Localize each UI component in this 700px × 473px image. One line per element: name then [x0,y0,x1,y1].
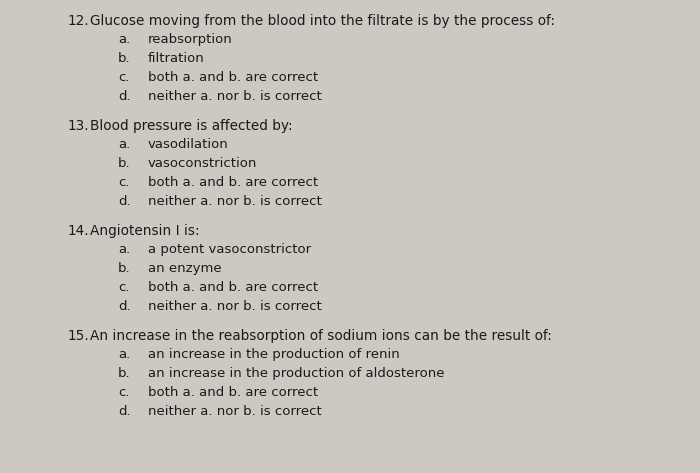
Text: d.: d. [118,300,131,313]
Text: a.: a. [118,33,130,46]
Text: 13.: 13. [68,119,90,133]
Text: Angiotensin I is:: Angiotensin I is: [90,224,199,238]
Text: filtration: filtration [148,52,204,65]
Text: Blood pressure is affected by:: Blood pressure is affected by: [90,119,293,133]
Text: neither a. nor b. is correct: neither a. nor b. is correct [148,195,322,208]
Text: a.: a. [118,138,130,151]
Text: An increase in the reabsorption of sodium ions can be the result of:: An increase in the reabsorption of sodiu… [90,329,552,343]
Text: Glucose moving from the blood into the filtrate is by the process of:: Glucose moving from the blood into the f… [90,14,555,28]
Text: both a. and b. are correct: both a. and b. are correct [148,71,318,84]
Text: reabsorption: reabsorption [148,33,232,46]
Text: an increase in the production of aldosterone: an increase in the production of aldoste… [148,367,444,380]
Text: 14.: 14. [68,224,90,238]
Text: b.: b. [118,52,131,65]
Text: both a. and b. are correct: both a. and b. are correct [148,386,318,399]
Text: a potent vasoconstrictor: a potent vasoconstrictor [148,243,311,256]
Text: c.: c. [118,176,130,189]
Text: 15.: 15. [68,329,90,343]
Text: neither a. nor b. is correct: neither a. nor b. is correct [148,90,322,103]
Text: vasoconstriction: vasoconstriction [148,157,258,170]
Text: b.: b. [118,367,131,380]
Text: b.: b. [118,157,131,170]
Text: d.: d. [118,90,131,103]
Text: an enzyme: an enzyme [148,262,222,275]
Text: c.: c. [118,386,130,399]
Text: an increase in the production of renin: an increase in the production of renin [148,348,400,361]
Text: vasodilation: vasodilation [148,138,229,151]
Text: neither a. nor b. is correct: neither a. nor b. is correct [148,405,322,418]
Text: a.: a. [118,348,130,361]
Text: neither a. nor b. is correct: neither a. nor b. is correct [148,300,322,313]
Text: both a. and b. are correct: both a. and b. are correct [148,281,318,294]
Text: b.: b. [118,262,131,275]
Text: 12.: 12. [68,14,90,28]
Text: c.: c. [118,281,130,294]
Text: c.: c. [118,71,130,84]
Text: d.: d. [118,195,131,208]
Text: a.: a. [118,243,130,256]
Text: both a. and b. are correct: both a. and b. are correct [148,176,318,189]
Text: d.: d. [118,405,131,418]
